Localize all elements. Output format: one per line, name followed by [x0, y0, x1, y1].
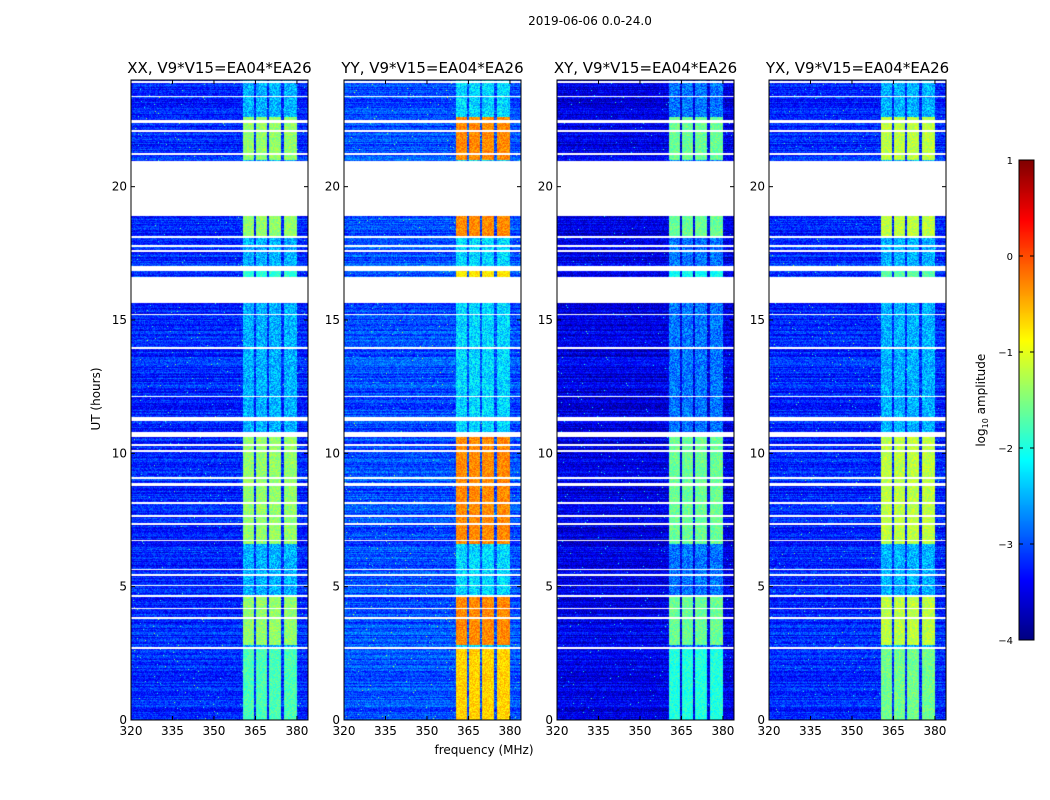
- y-tick-label: 20: [325, 180, 340, 194]
- x-tick-label: 365: [244, 724, 267, 738]
- y-tick-label: 5: [119, 580, 127, 594]
- panel-title-1: YY, V9*V15=EA04*EA26: [341, 59, 524, 77]
- x-tick-label: 320: [758, 724, 781, 738]
- x-tick-label: 365: [882, 724, 905, 738]
- y-tick-label: 15: [538, 313, 553, 327]
- panel-frame-0: [130, 79, 309, 721]
- x-tick-label: 380: [498, 724, 521, 738]
- y-tick-label: 10: [538, 446, 553, 460]
- panel-frame-2: [556, 79, 735, 721]
- x-tick-label: 335: [374, 724, 397, 738]
- x-tick-label: 335: [799, 724, 822, 738]
- waterfall-image-1: [344, 80, 521, 720]
- x-tick-label: 365: [457, 724, 480, 738]
- x-tick-label: 380: [711, 724, 734, 738]
- x-tick-label: 350: [416, 724, 439, 738]
- y-tick-label: 10: [325, 446, 340, 460]
- x-tick-label: 320: [120, 724, 143, 738]
- x-tick-label: 380: [285, 724, 308, 738]
- colorbar-tick-label: −4: [998, 636, 1013, 647]
- panel-title-2: XY, V9*V15=EA04*EA26: [553, 59, 738, 77]
- waterfall-image-3: [769, 80, 946, 720]
- y-tick-label: 10: [750, 446, 765, 460]
- x-tick-label: 350: [841, 724, 864, 738]
- y-tick-label: 20: [112, 180, 127, 194]
- x-tick-label: 320: [546, 724, 569, 738]
- panel-frame-3: [768, 79, 947, 721]
- y-tick-label: 5: [757, 580, 765, 594]
- y-tick-label: 0: [757, 713, 765, 727]
- y-tick-label: 0: [545, 713, 553, 727]
- x-tick-label: 350: [203, 724, 226, 738]
- waterfall-image-0: [131, 80, 308, 720]
- x-tick-label: 350: [629, 724, 652, 738]
- y-tick-label: 0: [332, 713, 340, 727]
- colorbar-tick-label: −1: [998, 348, 1013, 359]
- y-tick-label: 5: [545, 580, 553, 594]
- x-tick-label: 320: [333, 724, 356, 738]
- y-tick-label: 10: [112, 446, 127, 460]
- x-tick-label: 335: [161, 724, 184, 738]
- colorbar-frame: [1018, 159, 1035, 641]
- y-tick-label: 0: [119, 713, 127, 727]
- y-tick-label: 5: [332, 580, 340, 594]
- colorbar-tick-label: 1: [1007, 156, 1013, 167]
- waterfall-image-2: [557, 80, 734, 720]
- y-tick-label: 20: [538, 180, 553, 194]
- panel-frame-1: [343, 79, 522, 721]
- colorbar: [1019, 160, 1034, 640]
- panel-title-0: XX, V9*V15=EA04*EA26: [127, 59, 312, 77]
- panel-title-3: YX, V9*V15=EA04*EA26: [765, 59, 950, 77]
- y-tick-label: 15: [325, 313, 340, 327]
- y-tick-label: 20: [750, 180, 765, 194]
- colorbar-tick-label: −2: [998, 444, 1013, 455]
- x-axis-label: frequency (MHz): [434, 743, 534, 757]
- figure-title: 2019-06-06 0.0-24.0: [528, 14, 652, 28]
- x-tick-label: 335: [587, 724, 610, 738]
- colorbar-tick-label: 0: [1007, 252, 1013, 263]
- x-tick-label: 365: [670, 724, 693, 738]
- colorbar-tick-label: −3: [998, 540, 1013, 551]
- y-tick-label: 15: [112, 313, 127, 327]
- y-tick-label: 15: [750, 313, 765, 327]
- x-tick-label: 380: [923, 724, 946, 738]
